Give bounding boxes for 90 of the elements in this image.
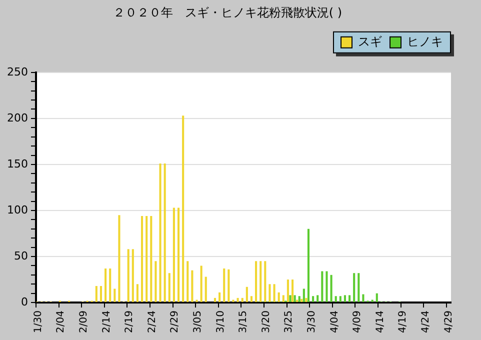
bar: [321, 271, 324, 302]
x-tick-label: 2/14: [101, 310, 112, 334]
bar: [326, 271, 328, 302]
bar: [191, 270, 194, 302]
x-tick-label: 2/09: [78, 310, 90, 334]
x-tick-label: 1/30: [32, 310, 44, 334]
x-tick-label: 4/14: [374, 310, 386, 334]
bar: [330, 274, 332, 302]
bar: [95, 286, 98, 302]
bar: [241, 298, 244, 302]
bar: [136, 284, 138, 302]
bar: [200, 266, 202, 302]
bar: [146, 216, 148, 302]
bar: [291, 280, 294, 302]
y-tick-label: 150: [6, 157, 28, 170]
bar: [268, 284, 271, 302]
bar: [168, 273, 170, 302]
x-tick-label: 4/19: [398, 310, 409, 334]
x-tick-label: 3/25: [284, 310, 295, 334]
chart-title: ２０２０年 スギ・ヒノキ花粉飛散状況( ): [112, 5, 342, 20]
x-tick-label: 2/24: [146, 310, 158, 334]
x-tick-label: 3/10: [215, 310, 226, 334]
x-tick-label: 3/20: [260, 310, 272, 334]
bar: [289, 295, 292, 302]
bar: [132, 249, 134, 302]
bar: [154, 261, 157, 302]
bar: [228, 269, 230, 302]
bar: [348, 295, 351, 302]
x-tick-label: 2/04: [56, 310, 67, 334]
y-tick-label: 250: [6, 65, 28, 78]
bar: [278, 292, 280, 302]
bar: [273, 284, 276, 302]
bar: [100, 286, 102, 302]
bar: [159, 164, 162, 302]
bar: [177, 208, 180, 302]
bar: [255, 261, 258, 302]
x-tick-label: 3/05: [192, 310, 204, 334]
x-tick-label: 2/19: [124, 310, 136, 334]
bar: [316, 295, 319, 302]
bar: [182, 116, 184, 302]
bar: [204, 276, 207, 302]
bar: [300, 298, 303, 302]
bar: [376, 293, 378, 302]
y-tick-label: 0: [20, 295, 28, 308]
bar: [218, 292, 221, 302]
bar: [362, 294, 364, 302]
bar: [172, 208, 175, 302]
bar: [186, 261, 189, 302]
bar: [302, 288, 305, 302]
bar: [294, 295, 296, 302]
bar: [250, 296, 253, 302]
y-tick-label: 50: [14, 249, 28, 262]
bar: [358, 273, 360, 302]
bar: [118, 215, 120, 302]
bar: [264, 261, 266, 302]
x-tick-label: 3/30: [306, 310, 318, 334]
bar: [236, 298, 239, 302]
bar: [164, 164, 166, 302]
bar: [232, 300, 234, 302]
bar: [109, 268, 112, 302]
x-tick-label: 4/04: [329, 310, 340, 334]
bar: [196, 300, 198, 302]
x-tick-label: 4/24: [420, 310, 432, 334]
bar: [305, 298, 308, 302]
bar: [298, 296, 300, 302]
bar: [104, 268, 107, 302]
legend-label: ヒノキ: [407, 34, 443, 49]
bar: [246, 286, 248, 302]
bar: [353, 273, 356, 302]
bar: [282, 295, 284, 302]
legend-label: スギ: [358, 34, 382, 49]
y-tick-label: 100: [6, 203, 28, 216]
bar: [260, 261, 262, 302]
bar: [307, 228, 310, 302]
bar: [344, 295, 346, 302]
bar: [114, 288, 116, 302]
bar: [127, 249, 130, 302]
x-tick-label: 2/29: [170, 310, 181, 334]
x-tick-label: 4/29: [443, 310, 454, 334]
x-tick-label: 3/15: [238, 310, 250, 334]
bar: [312, 296, 314, 302]
bar: [286, 280, 289, 302]
bar: [150, 216, 152, 302]
x-tick-label: 4/09: [352, 310, 364, 334]
y-tick-label: 200: [6, 111, 28, 124]
bar: [339, 296, 342, 302]
bar: [223, 268, 226, 302]
bar: [141, 216, 144, 302]
bar: [214, 298, 216, 302]
bar: [334, 296, 337, 302]
